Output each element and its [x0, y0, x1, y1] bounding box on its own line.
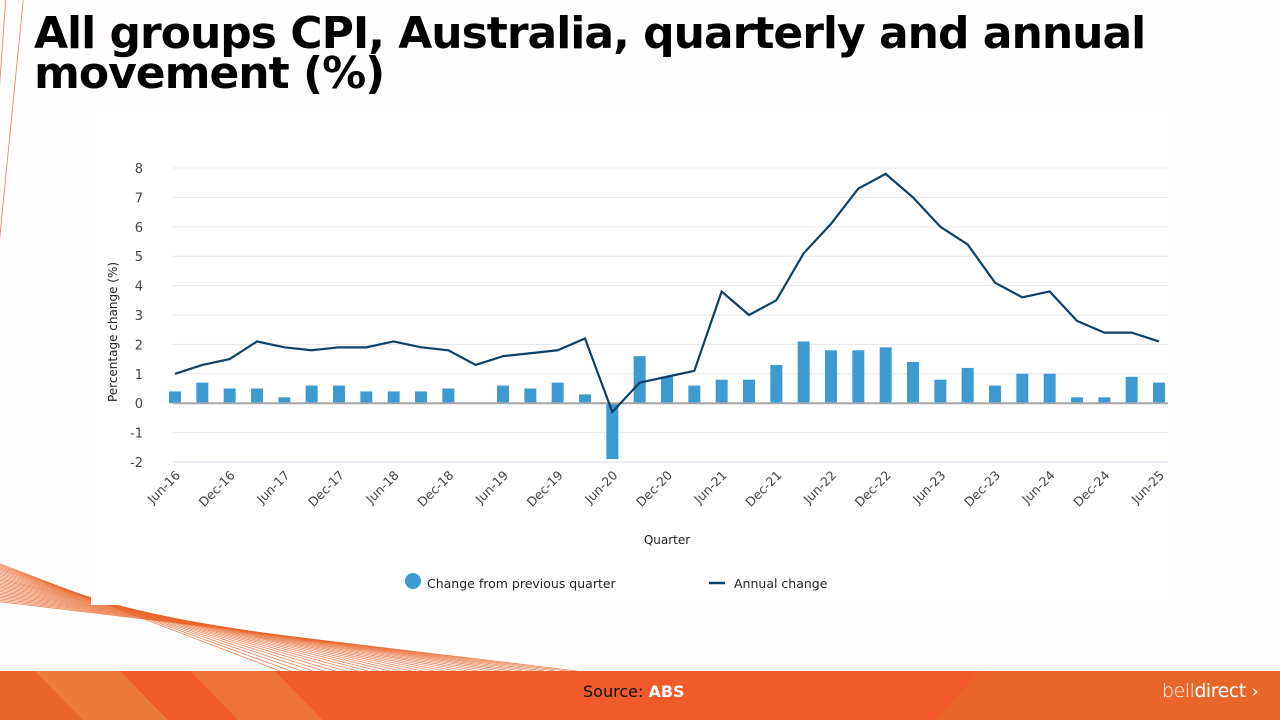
x-tick-label: Jun-20 [581, 467, 621, 507]
x-tick-label: Jun-19 [472, 467, 512, 507]
x-tick-label: Dec-23 [961, 468, 1003, 510]
title-line-2: movement (%) [34, 48, 385, 99]
x-tick-label: Dec-24 [1070, 467, 1112, 509]
x-tick-label: Dec-16 [196, 467, 238, 509]
bar [825, 350, 837, 404]
gridlines [173, 167, 1168, 463]
bar [1016, 373, 1029, 404]
bar [715, 379, 728, 404]
x-tick-label: Jun-24 [1018, 467, 1058, 507]
bar [223, 388, 236, 404]
y-tick-label: 7 [135, 191, 143, 206]
bar [442, 388, 455, 404]
bar [989, 385, 1001, 404]
x-tick-label: Dec-19 [524, 467, 566, 509]
x-tick-label: Jun-18 [362, 467, 402, 507]
bar [305, 385, 318, 404]
x-axis-ticks: Jun-16 Dec-16 Jun-17 Dec-17 Jun-18 Dec-18 Jun-… [144, 467, 1168, 509]
bar [196, 382, 209, 404]
page-title: All groups CPI, Australia, quarterly and… [34, 12, 1146, 96]
sunburst-ray [0, 0, 24, 240]
bar [497, 385, 509, 404]
y-tick-label: -1 [130, 427, 143, 442]
x-tick-label: Jun-22 [800, 468, 840, 508]
chevron-right-icon: › [1251, 682, 1259, 702]
legend-bar-swatch [405, 573, 421, 589]
x-tick-label: Jun-21 [690, 468, 730, 508]
line-series [174, 172, 1160, 415]
y-tick-label: 8 [135, 162, 143, 177]
bar [551, 382, 564, 404]
legend-bar-label: Change from previous quarter [427, 576, 617, 591]
bar [579, 394, 591, 404]
bar [278, 397, 291, 404]
logo-direct: direct [1194, 680, 1246, 702]
bar [606, 403, 619, 460]
bar [251, 388, 263, 404]
x-tick-label: Dec-17 [305, 468, 347, 510]
footer-stripes [35, 671, 980, 720]
bar [1043, 373, 1056, 404]
x-tick-label: Jun-25 [1128, 468, 1168, 508]
bar [1098, 397, 1111, 404]
sunburst-ray [0, 0, 7, 85]
y-tick-label: 1 [135, 368, 143, 383]
source-note: Source: ABS [583, 682, 685, 701]
x-tick-label: Dec-18 [414, 467, 456, 509]
y-tick-label: -2 [130, 456, 143, 471]
sunburst-ray [0, 601, 578, 672]
x-tick-label: Jun-23 [909, 468, 949, 508]
bar [1153, 382, 1165, 404]
bar [360, 391, 373, 404]
bar [387, 391, 400, 404]
legend: Change from previous quarter Annual chan… [405, 573, 828, 591]
chart-card [91, 114, 1168, 605]
bar [333, 385, 345, 404]
x-tick-label: Jun-17 [253, 468, 293, 508]
bar [415, 391, 427, 404]
bar [907, 362, 919, 404]
x-tick-label: Jun-16 [144, 467, 184, 507]
y-axis-ticks: 8 7 6 5 4 3 2 1 0 -1 -2 [130, 162, 143, 471]
title-line-1: All groups CPI, Australia, quarterly and… [34, 8, 1146, 59]
bar [852, 350, 865, 404]
y-tick-label: 0 [135, 397, 143, 412]
bar [743, 379, 755, 404]
bar [797, 341, 810, 404]
bar [879, 347, 892, 404]
bar [688, 385, 701, 404]
y-tick-label: 2 [135, 338, 143, 353]
y-tick-label: 5 [135, 250, 143, 265]
x-axis-label: Quarter [644, 533, 690, 547]
annual-change-line [174, 172, 1160, 415]
y-axis-label: Percentage change (%) [106, 262, 120, 402]
x-tick-label: Dec-20 [633, 467, 675, 509]
x-tick-label: Dec-22 [852, 468, 894, 510]
bar [524, 388, 537, 404]
bar [1071, 397, 1083, 404]
logo-bell: bell [1162, 680, 1195, 702]
y-tick-label: 4 [135, 280, 143, 295]
belldirect-logo: belldirect › [1162, 680, 1258, 702]
source-value: ABS [648, 682, 685, 701]
x-tick-label: Dec-21 [742, 468, 784, 510]
footer-bar: Source: ABS belldirect › [0, 671, 1280, 720]
bar [934, 379, 947, 404]
legend-line-label: Annual change [734, 576, 828, 591]
bar [961, 367, 974, 404]
bar [770, 364, 783, 404]
bar [633, 356, 646, 404]
y-tick-label: 6 [135, 221, 143, 236]
y-tick-label: 3 [135, 309, 143, 324]
bar [169, 391, 181, 404]
bars-series [169, 341, 1165, 460]
bar [661, 376, 673, 404]
bar [1125, 376, 1138, 404]
source-label: Source: [583, 682, 644, 701]
